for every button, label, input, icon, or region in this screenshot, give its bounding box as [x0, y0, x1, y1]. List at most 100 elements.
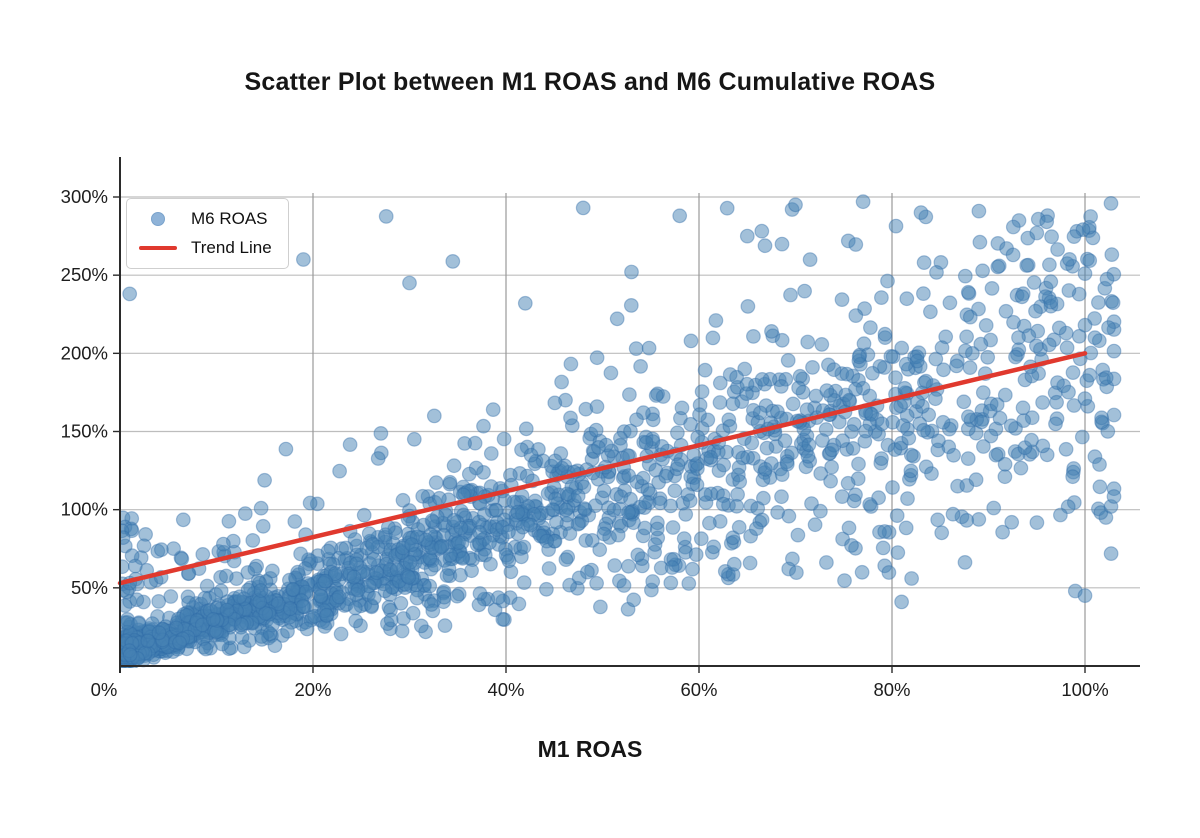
scatter-point [975, 385, 991, 401]
scatter-point [946, 447, 961, 463]
scatter-point [960, 451, 976, 467]
scatter-point [893, 398, 908, 414]
scatter-point [1090, 295, 1106, 310]
scatter-point [1004, 514, 1020, 530]
scatter-point [240, 582, 256, 598]
scatter-point [426, 408, 442, 424]
scatter-point [136, 538, 152, 554]
scatter-point [865, 365, 880, 381]
scatter-point [219, 602, 235, 618]
scatter-point [1028, 303, 1043, 319]
scatter-point [516, 575, 532, 590]
scatter-point [1077, 266, 1093, 282]
scatter-point [692, 407, 707, 423]
scatter-point [445, 253, 461, 269]
scatter-point [168, 620, 184, 636]
scatter-point [1104, 247, 1120, 263]
scatter-point [841, 520, 857, 536]
y-tick-label: 100% [61, 499, 108, 520]
scatter-point [589, 350, 605, 366]
scatter-point [665, 520, 681, 535]
scatter-point [317, 573, 333, 589]
scatter-point [890, 545, 906, 560]
scatter-point [490, 590, 506, 605]
scatter-point [267, 638, 283, 654]
scatter-point [935, 414, 951, 430]
scatter-point [971, 203, 987, 219]
scatter-point [1011, 330, 1026, 346]
scatter-point [265, 563, 280, 579]
scatter-point [777, 433, 793, 449]
scatter-point [1074, 429, 1090, 445]
scatter-point [815, 433, 830, 448]
scatter-point [369, 565, 385, 581]
scatter-point [916, 255, 932, 271]
scatter-point [476, 465, 491, 480]
scatter-point [874, 290, 889, 306]
scatter-point [633, 359, 648, 374]
scatter-point [674, 400, 690, 416]
scatter-point [516, 539, 532, 555]
scatter-point [1041, 337, 1057, 353]
scatter-point [1077, 391, 1093, 407]
scatter-point [287, 514, 303, 529]
scatter-point [349, 556, 364, 572]
scatter-point [589, 575, 604, 591]
scatter-point [862, 497, 878, 512]
scatter-point [333, 626, 349, 642]
scatter-point [690, 429, 706, 445]
scatter-point [439, 568, 455, 583]
scatter-point [346, 569, 362, 585]
scatter-point [960, 284, 976, 300]
scatter-point [1087, 311, 1102, 326]
scatter-point [174, 551, 190, 567]
scatter-point [215, 536, 231, 552]
scatter-point [757, 238, 773, 254]
scatter-point [278, 441, 294, 457]
scatter-point [848, 308, 864, 324]
scatter-point [140, 633, 156, 649]
scatter-point [1051, 320, 1067, 336]
scatter-point [587, 498, 603, 514]
scatter-point [888, 370, 903, 386]
scatter-point [409, 590, 425, 606]
scatter-point [122, 647, 138, 663]
scatter-point [676, 531, 692, 546]
scatter-point [285, 582, 301, 597]
trend-line [117, 351, 1088, 586]
scatter-point [839, 366, 855, 382]
scatter-point [1071, 328, 1087, 344]
scatter-point [664, 560, 680, 575]
legend-item-m6-roas: M6 ROAS [137, 208, 272, 230]
scatter-point [1092, 457, 1107, 472]
scatter-point [854, 564, 870, 580]
scatter-point [658, 468, 674, 484]
scatter-point [1062, 251, 1077, 267]
scatter-point [1092, 479, 1108, 495]
scatter-point [1005, 219, 1021, 235]
scatter-point [759, 440, 775, 456]
scatter-point [1077, 588, 1093, 603]
scatter-point [442, 474, 458, 490]
scatter-point [213, 583, 229, 599]
scatter-point [837, 573, 852, 588]
scatter-point [844, 424, 859, 440]
scatter-point [1106, 343, 1122, 359]
scatter-point [641, 340, 657, 356]
scatter-point [774, 489, 789, 505]
scatter-point [153, 542, 169, 558]
scatter-point [909, 353, 925, 369]
scatter-point [1058, 441, 1074, 457]
scatter-point [434, 539, 449, 555]
scatter-point [813, 466, 829, 481]
scatter-point [975, 263, 990, 279]
scatter-point [610, 527, 626, 543]
scatter-point [722, 419, 738, 434]
scatter-point [686, 447, 702, 463]
scatter-point [783, 287, 798, 303]
scatter-point [596, 526, 612, 542]
scatter-point [347, 532, 363, 547]
scatter-point [172, 635, 187, 651]
scatter-point [432, 490, 447, 506]
scatter-point [570, 488, 586, 504]
